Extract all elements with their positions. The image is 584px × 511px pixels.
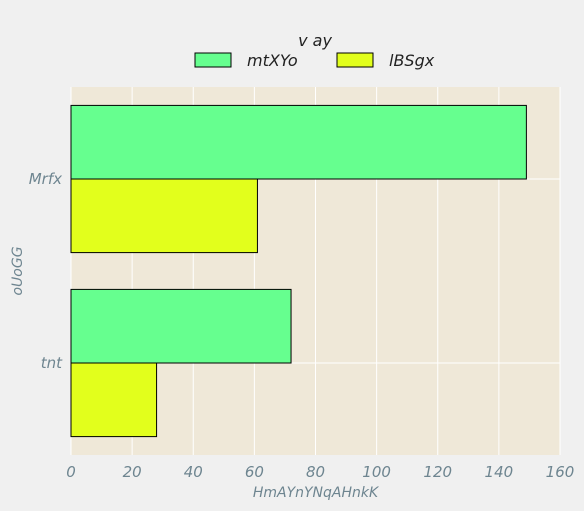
y-axis-ticks: Mrfx tnt: [29, 170, 63, 372]
x-tick-label: 120: [423, 463, 452, 481]
x-tick-label: 160: [546, 463, 575, 481]
legend-swatch-mtXYo: [194, 52, 232, 68]
x-tick-label: 20: [123, 463, 142, 481]
bar-lBSgx-tnt: [70, 362, 158, 438]
legend: v ay mtXYo lBSgx: [194, 31, 435, 70]
y-tick-label: Mrfx: [29, 170, 62, 188]
legend-swatch-lBSgx: [336, 52, 374, 68]
x-tick-label: 40: [184, 463, 203, 481]
y-tick-label: tnt: [41, 354, 63, 372]
x-tick-label: 100: [362, 463, 391, 481]
legend-label-lBSgx: lBSgx: [389, 51, 435, 70]
bars: [70, 104, 527, 438]
x-tick-label: 140: [485, 463, 514, 481]
x-tick-label: 80: [306, 463, 325, 481]
legend-items: mtXYo lBSgx: [194, 51, 435, 70]
bar-mtXYo-Mrfx: [70, 104, 527, 180]
legend-label-mtXYo: mtXYo: [247, 51, 298, 70]
x-tick-label: 60: [245, 463, 264, 481]
x-axis-ticks: 0 20 40 60 80 100 120 140 160: [66, 463, 574, 481]
bar-mtXYo-tnt: [70, 288, 292, 364]
bar-lBSgx-Mrfx: [70, 178, 258, 254]
legend-title: v ay: [298, 31, 332, 50]
x-axis-label: HmAYnYNqAHnkK: [253, 485, 380, 501]
x-tick-label: 0: [66, 463, 76, 481]
y-axis-label: oUoGG: [10, 246, 26, 295]
